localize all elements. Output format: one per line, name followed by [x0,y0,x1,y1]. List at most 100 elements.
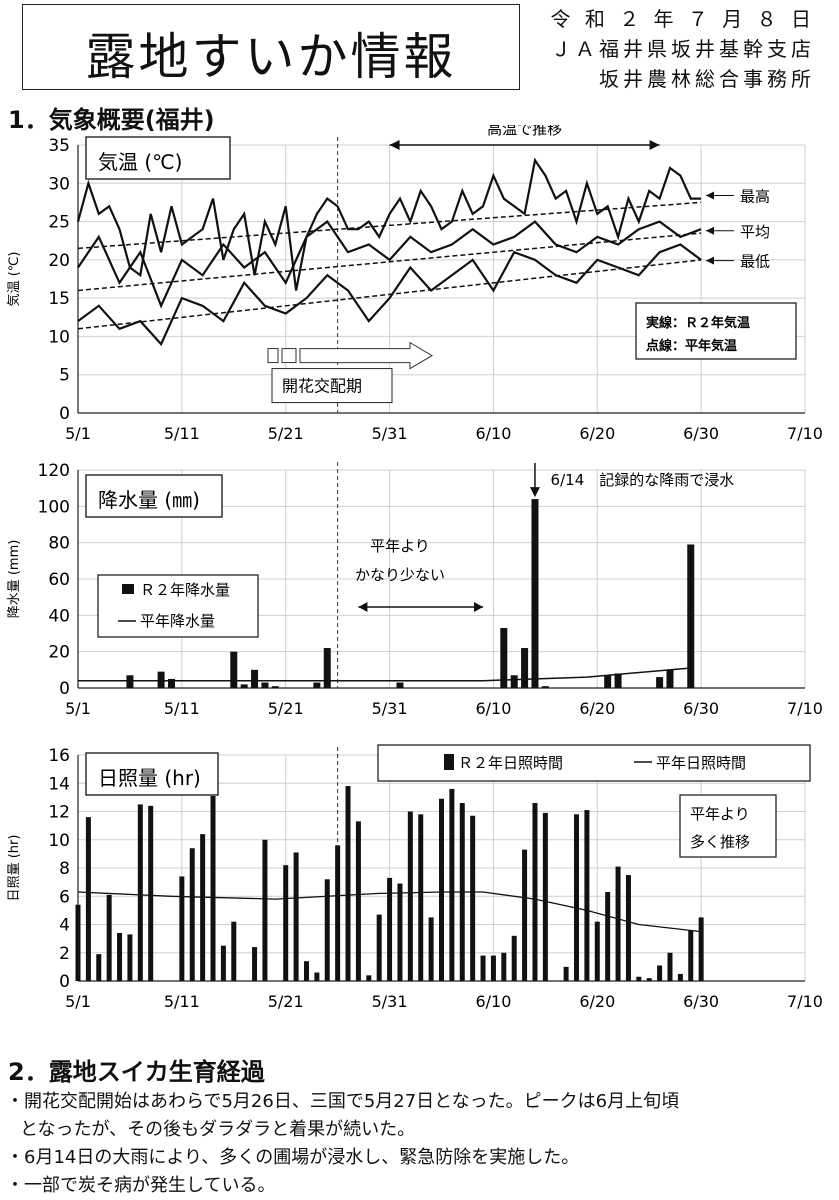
sun-bar [532,803,538,981]
x-tick-label: 6/10 [475,699,511,718]
rain-note: 平年より [370,537,430,555]
rain-bar [396,682,404,688]
sun-bar [283,865,289,981]
rain-legend-bar: Ｒ２年降水量 [140,581,230,599]
y-tick-label: 8 [59,859,70,879]
growth-note-line: ・開花交配開始はあわらで5月26日、三国で5月27日となった。ピークは6月上旬頃 [6,1091,680,1112]
section1-title: 1．気象概要(福井) [8,106,215,134]
sun-bar [335,845,341,981]
y-tick-label: 2 [59,944,70,964]
y-axis-label: 気温 (℃) [6,252,22,307]
sun-bar [137,804,143,981]
x-tick-label: 7/10 [787,992,823,1011]
rain-bar [604,675,612,688]
sun-bar [189,848,195,981]
legend-box [635,302,797,360]
x-tick-label: 5/21 [268,992,304,1011]
y-tick-label: 12 [48,803,70,823]
y-tick-label: 16 [48,746,70,766]
sun-note-box [679,794,777,858]
sun-legend-bar: Ｒ２年日照時間 [458,754,563,772]
y-tick-label: 60 [48,570,70,590]
x-tick-label: 6/30 [683,699,719,718]
sun-bar [594,921,600,981]
flowering-arrow [299,341,433,370]
series-callout-arrow [706,191,714,200]
sun-bar [210,795,216,981]
sun-bar [439,798,444,981]
x-tick-label: 5/11 [164,424,200,443]
x-tick-label: 5/1 [65,699,91,718]
sun-bar [179,876,185,981]
temp-series-平均 [77,220,702,309]
sun-bar [646,978,652,981]
x-tick-label: 5/1 [65,992,91,1011]
rain-bar [261,682,269,688]
rain-note-arrow-left [358,602,368,612]
sun-bar [574,814,580,981]
panel-label-box [85,136,231,180]
y-tick-label: 15 [48,289,70,309]
temperature-chart: 0 5 10 15 20 25 30 35 5/1 5/11 5/21 5/31 6/10 6/20 6/3… [6,125,823,443]
header-meta: 令 和 ２ 年 ７ 月 ８ 日 ＪＡ福井県坂井基幹支店 坂井農林総合事務所 [550,4,815,94]
hot-annotation: 高温で推移 [487,125,562,138]
rain-legend-bar-swatch [122,584,134,594]
sun-bar [480,955,486,981]
panel-label: 日照量 (hr) [98,766,201,790]
x-tick-label: 6/20 [579,699,615,718]
hot-arrow-left [389,140,400,150]
rain-bar [157,671,165,688]
legend-dashed: 点線：平年気温 [646,338,737,354]
temp-series-平年平均 [77,232,702,292]
sun-bar [584,810,590,981]
sun-bar [501,952,507,981]
x-tick-label: 5/31 [372,699,408,718]
panel-label-box [85,752,219,796]
sun-bar [605,892,611,981]
y-tick-label: 0 [59,972,70,992]
y-tick-label: 4 [59,916,70,936]
temp-series-最低 [77,243,702,347]
sun-bar [345,786,351,981]
temp-series-最高 [76,157,702,291]
y-axis-label: 日照量 (hr) [7,835,22,902]
panel-label-box [85,474,223,518]
y-tick-label: 80 [48,534,70,554]
x-tick-label: 6/20 [579,424,615,443]
sun-bar [85,817,91,981]
sun-bar [324,879,330,981]
x-tick-label: 6/30 [683,424,719,443]
sun-bar [688,930,694,981]
y-tick-label: 14 [48,774,70,794]
sun-bar [542,812,548,981]
sun-bar [698,917,704,981]
sun-legend-line: 平年日照時間 [656,754,746,772]
sun-bar [366,975,372,981]
x-tick-label: 7/10 [787,424,823,443]
page-title: 露地すいか情報 [85,28,457,86]
sun-bar [397,883,403,981]
sun-bar [127,934,133,981]
rain-bar [500,628,508,688]
sun-bar [75,904,81,981]
org-name-2: 坂井農林総合事務所 [599,67,815,91]
rain-note: かなり少ない [355,566,445,584]
sun-bar [231,921,237,981]
sun-bar [428,917,434,981]
rain-legend-line: 平年降水量 [140,612,215,630]
rain-bar [323,648,331,688]
temp-series-平年最低 [77,259,702,330]
y-tick-label: 20 [48,643,70,663]
org-name-1: ＪＡ福井県坂井基幹支店 [551,37,815,61]
rain-bar [126,675,134,688]
sun-bar [636,976,642,981]
sun-bar [96,954,102,981]
sun-bar [387,877,393,981]
y-tick-label: 120 [38,461,70,481]
temp-series-平年最高 [77,201,702,250]
sunshine-chart: 0 2 4 6 8 10 12 14 16 5/1 5/11 5/21 5/31 6/10 6/20 6/30… [7,744,823,1011]
sun-legend-bar-swatch [444,754,454,770]
series-callout-label: 最高 [740,188,770,206]
rain-bar [614,673,622,688]
sun-bar [563,966,569,981]
